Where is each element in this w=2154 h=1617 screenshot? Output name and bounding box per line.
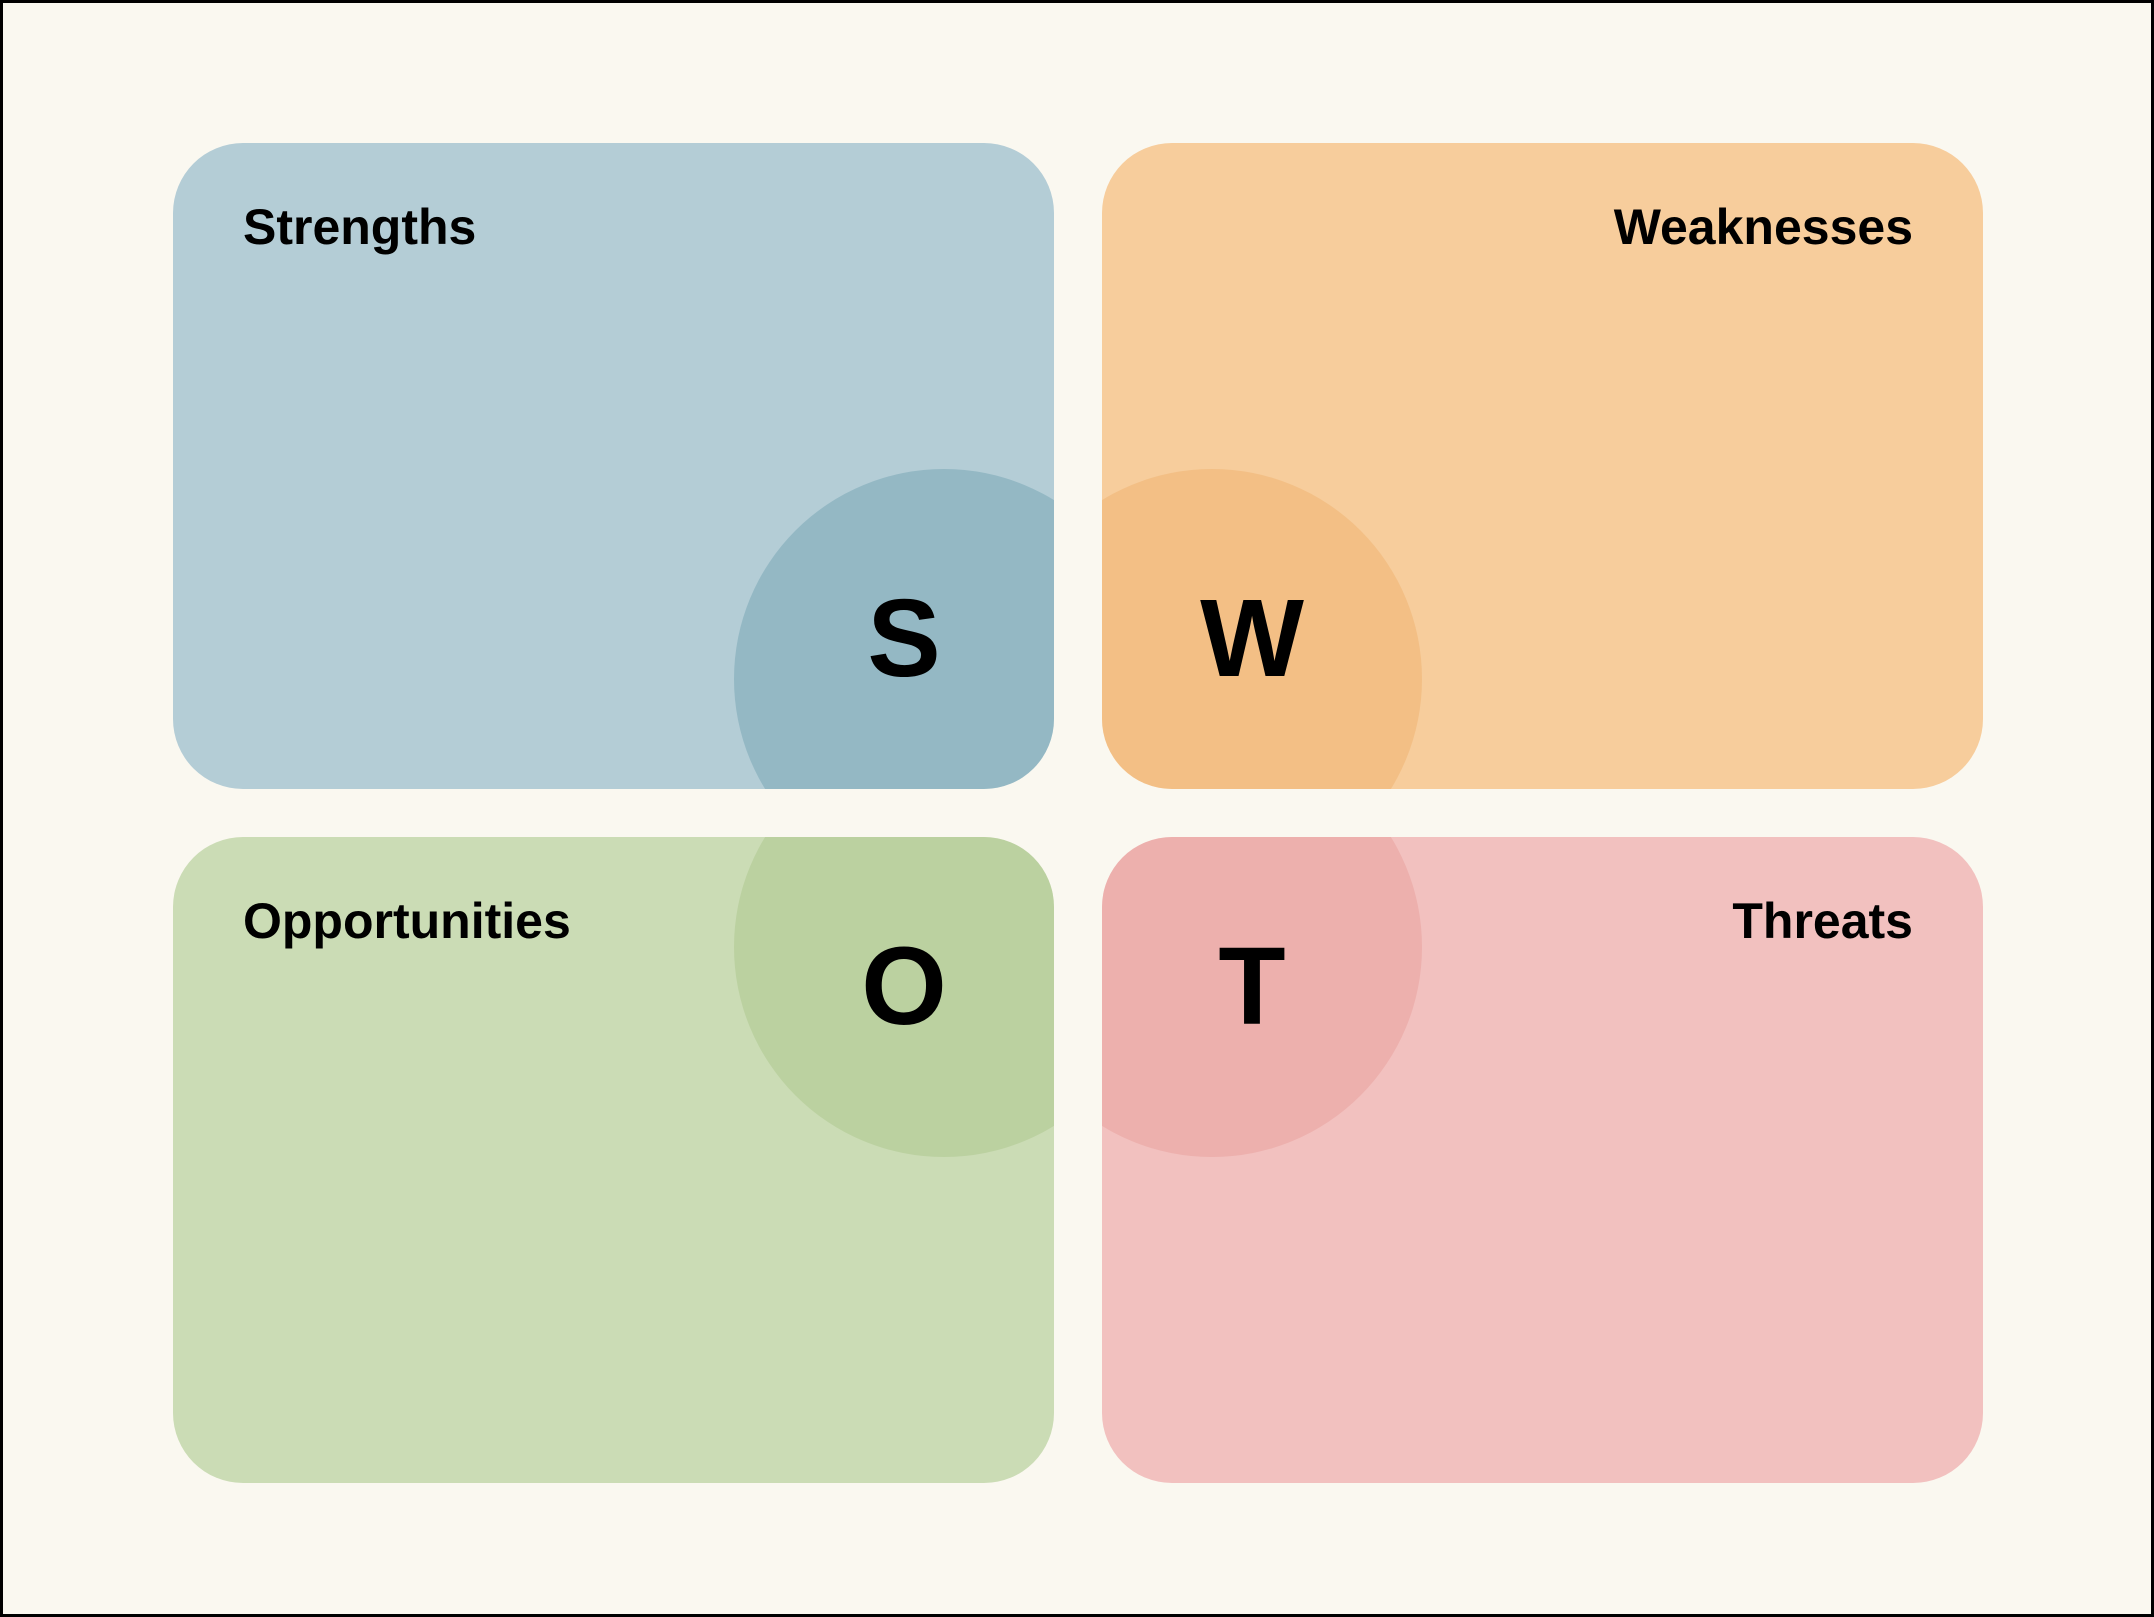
letter-strengths: S xyxy=(834,581,974,697)
letter-opportunities: O xyxy=(834,929,974,1045)
swot-grid: Strengths S Weaknesses W Opportunities O… xyxy=(173,143,1983,1483)
title-threats: Threats xyxy=(1732,892,1913,950)
letter-threats: T xyxy=(1182,929,1322,1045)
quadrant-strengths: Strengths S xyxy=(173,143,1054,789)
quadrant-threats: Threats T xyxy=(1102,837,1983,1483)
title-weaknesses: Weaknesses xyxy=(1614,198,1913,256)
title-strengths: Strengths xyxy=(243,198,476,256)
diagram-frame: Strengths S Weaknesses W Opportunities O… xyxy=(0,0,2154,1617)
quadrant-opportunities: Opportunities O xyxy=(173,837,1054,1483)
diagram-background: Strengths S Weaknesses W Opportunities O… xyxy=(3,3,2151,1614)
letter-weaknesses: W xyxy=(1182,581,1322,697)
title-opportunities: Opportunities xyxy=(243,892,571,950)
quadrant-weaknesses: Weaknesses W xyxy=(1102,143,1983,789)
